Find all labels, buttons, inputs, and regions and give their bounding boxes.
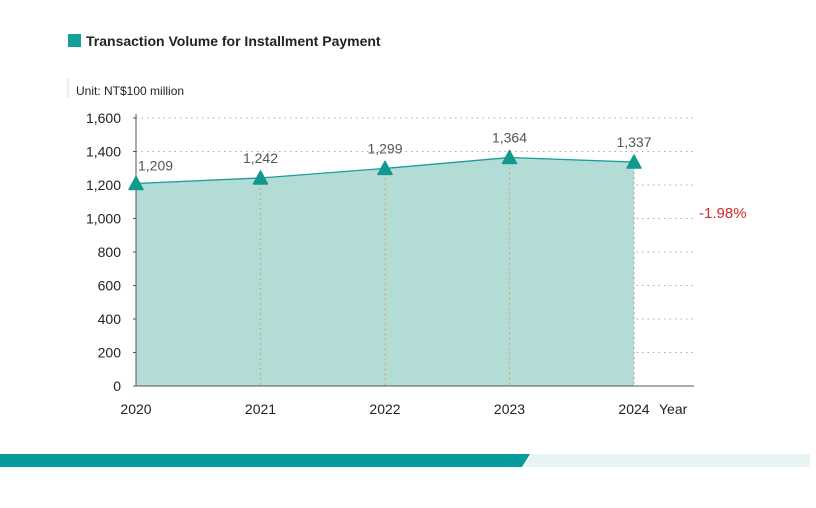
y-tick-label: 600 <box>98 278 122 294</box>
x-tick-label: 2020 <box>120 401 151 417</box>
data-point <box>377 160 393 176</box>
data-point <box>128 175 144 191</box>
data-label: 1,209 <box>138 157 173 173</box>
y-tick-label: 0 <box>113 378 121 394</box>
x-tick-label: 2022 <box>369 401 400 417</box>
data-label: 1,364 <box>492 130 527 146</box>
plot-area: 0 200 400 600 800 1,000 1,200 1,400 1,600 2020 202… <box>86 110 694 417</box>
y-tick-label: 1,400 <box>86 144 121 160</box>
y-tick-label: 400 <box>98 311 122 327</box>
footer-band-light <box>524 454 810 467</box>
data-label: 1,299 <box>367 140 402 156</box>
y-tick-label: 200 <box>98 345 122 361</box>
chart-title: Transaction Volume for Installment Payme… <box>86 33 381 49</box>
y-tick-label: 1,200 <box>86 177 121 193</box>
area-fill <box>136 157 634 386</box>
unit-label: Unit: NT$100 million <box>76 84 184 98</box>
x-axis-title: Year <box>659 401 688 417</box>
data-label: 1,337 <box>616 134 651 150</box>
y-tick-label: 1,600 <box>86 110 121 126</box>
data-point <box>501 149 518 165</box>
x-tick-label: 2024 <box>618 401 649 417</box>
data-point <box>626 154 642 169</box>
x-tick-label: 2023 <box>494 401 525 417</box>
data-label: 1,242 <box>243 150 278 166</box>
x-tick-label: 2021 <box>245 401 276 417</box>
y-tick-label: 800 <box>98 244 122 260</box>
y-tick-label: 1,000 <box>86 211 121 227</box>
footer-band-dark <box>0 454 530 467</box>
legend-swatch <box>68 34 81 47</box>
change-annotation: -1.98% <box>699 205 747 222</box>
data-point <box>252 170 269 185</box>
